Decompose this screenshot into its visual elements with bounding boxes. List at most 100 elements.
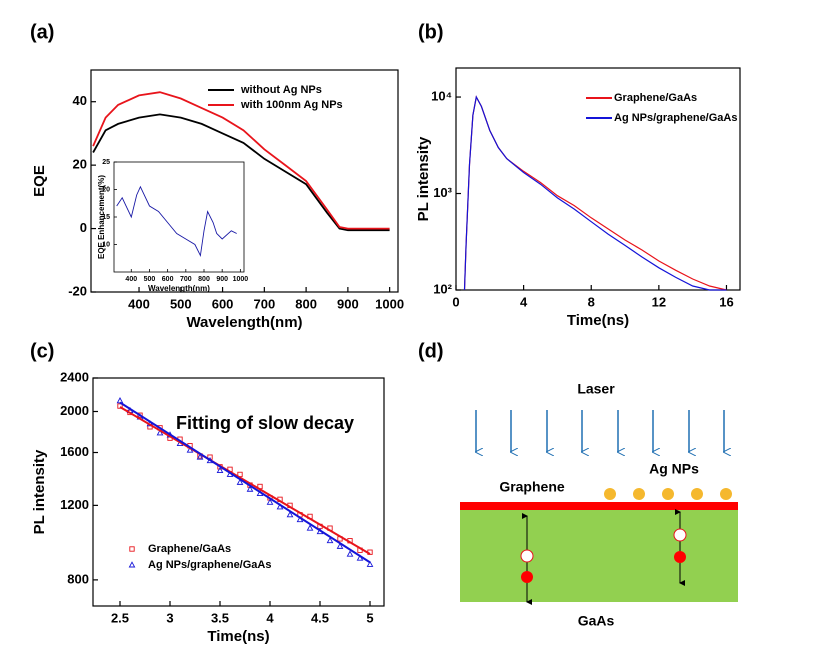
- data-point: [216, 466, 224, 474]
- legend-marker: [129, 546, 135, 552]
- data-point: [137, 412, 143, 418]
- panel-label: (b): [418, 21, 444, 43]
- y-tick-label: 2400: [60, 369, 89, 384]
- panel-label: (a): [30, 21, 54, 43]
- x-tick-label: 900: [337, 296, 359, 311]
- y-axis-label: PL intensity: [31, 449, 48, 534]
- data-point: [366, 560, 374, 567]
- ag-label: Ag NPs: [649, 461, 699, 477]
- y-tick-label: -20: [68, 283, 87, 298]
- panel-label: (c): [30, 340, 54, 362]
- x-tick-label: 3.5: [211, 610, 229, 625]
- x-tick-label: 3: [166, 610, 173, 625]
- x-tick-label: 2.5: [111, 610, 129, 625]
- y-tick-label: 20: [73, 157, 87, 172]
- x-tick-label: 600: [162, 276, 174, 283]
- y-tick-label: 40: [73, 93, 87, 108]
- legend-label: with 100nm Ag NPs: [240, 99, 343, 111]
- x-tick-label: 700: [253, 296, 275, 311]
- x-axis-label: Wavelength(nm): [148, 284, 210, 293]
- data-point: [116, 397, 124, 404]
- x-tick-label: 4.5: [311, 610, 329, 625]
- laser-label: Laser: [577, 381, 615, 397]
- x-axis-label: Time(ns): [207, 628, 269, 645]
- x-tick-label: 1000: [233, 276, 249, 283]
- x-axis-label: Wavelength(nm): [186, 314, 302, 331]
- y-tick-label: 10⁴: [431, 88, 452, 103]
- nanoparticle: [604, 488, 616, 500]
- plot-frame: [455, 67, 741, 291]
- data-point: [336, 542, 344, 549]
- legend-label: Ag NPs/graphene/GaAs: [148, 559, 271, 571]
- y-tick-label: 10³: [433, 185, 452, 200]
- gaas-layer: [460, 510, 738, 602]
- legend-label: Graphene/GaAs: [614, 92, 697, 104]
- chart: 400 500 600 700 800 900 1000 10 15 20 25 Wavelength…: [97, 159, 248, 293]
- nanoparticle: [720, 488, 732, 500]
- gaas-label: GaAs: [578, 613, 615, 629]
- nanoparticles: [604, 488, 732, 500]
- x-tick-label: 700: [180, 276, 192, 283]
- x-tick-label: 400: [128, 296, 150, 311]
- x-tick-label: 4: [520, 294, 528, 309]
- data-point: [196, 453, 204, 460]
- x-tick-label: 500: [144, 276, 156, 283]
- x-tick-label: 800: [295, 296, 317, 311]
- data-point: [306, 524, 314, 531]
- x-tick-label: 900: [216, 276, 228, 283]
- x-tick-label: 8: [588, 294, 595, 309]
- data-line: [92, 113, 390, 232]
- y-axis-label: EQE: [31, 165, 48, 197]
- plot-frame: [92, 377, 385, 607]
- x-tick-label: 400: [125, 276, 137, 283]
- panel-label: (d): [418, 340, 444, 362]
- legend-label: Ag NPs/graphene/GaAs: [614, 112, 737, 124]
- data-point: [246, 485, 254, 492]
- data-line: [463, 95, 727, 291]
- chart: (a) 400 500 600 700 800 900 1000 -20 0 20 40 Wavelen…: [30, 21, 404, 331]
- fit-line: [119, 401, 371, 564]
- y-tick-label: 10²: [433, 281, 452, 296]
- legend-marker: [128, 561, 136, 568]
- data-point: [346, 550, 354, 557]
- hole: [673, 528, 687, 542]
- hole: [520, 549, 534, 563]
- data-line: [92, 91, 390, 230]
- plot-frame: [90, 69, 399, 293]
- annotation: Fitting of slow decay: [176, 413, 354, 433]
- panel-d: (d) Laser Graphene Ag NPs: [418, 340, 738, 629]
- y-tick-label: 1200: [60, 497, 89, 512]
- data-point: [326, 536, 334, 544]
- x-tick-label: 1000: [375, 296, 404, 311]
- legend-label: without Ag NPs: [240, 84, 322, 96]
- data-point: [236, 478, 244, 485]
- fit-line: [119, 406, 371, 555]
- x-tick-label: 4: [266, 610, 274, 625]
- x-tick-label: 600: [212, 296, 234, 311]
- nanoparticle: [691, 488, 703, 500]
- y-tick-label: 1600: [60, 444, 89, 459]
- data-line: [463, 95, 727, 291]
- x-tick-label: 16: [719, 294, 733, 309]
- x-axis-label: Time(ns): [567, 312, 629, 329]
- y-tick-label: 10: [102, 241, 110, 248]
- nanoparticle: [662, 488, 674, 500]
- data-line: [116, 185, 237, 257]
- data-point: [266, 498, 274, 505]
- x-tick-label: 0: [452, 294, 459, 309]
- data-point: [286, 511, 294, 518]
- y-tick-label: 25: [102, 159, 110, 166]
- x-tick-label: 12: [652, 294, 666, 309]
- electron: [521, 571, 533, 583]
- plot-frame: [113, 161, 245, 273]
- graphene-label: Graphene: [499, 479, 565, 495]
- y-tick-label: 0: [80, 220, 87, 235]
- legend-label: Graphene/GaAs: [148, 543, 231, 555]
- laser-arrows: [476, 410, 724, 452]
- y-tick-label: 800: [67, 571, 89, 586]
- electron: [674, 551, 686, 563]
- x-tick-label: 500: [170, 296, 192, 311]
- chart: (b) 0 4 8 12 16 10² 10³ 10⁴ Time(ns) PL intensity G…: [415, 21, 741, 329]
- y-tick-label: 20: [102, 186, 110, 193]
